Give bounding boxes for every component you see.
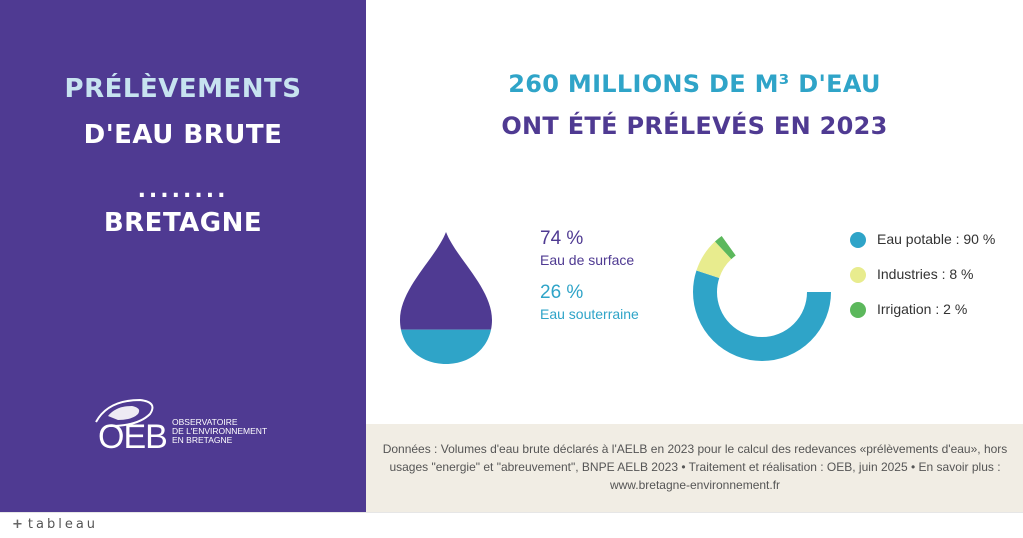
left-panel: PRÉLÈVEMENTS D'EAU BRUTE ........ BRETAG… <box>0 0 366 512</box>
legend-item-irrigation[interactable]: Irrigation : 2 % <box>850 300 1020 320</box>
usage-donut-chart[interactable] <box>690 220 834 364</box>
drop-segment-underground[interactable] <box>396 329 496 368</box>
legend-item-eau-potable[interactable]: Eau potable : 90 % <box>850 230 1020 250</box>
legend-label-industries: Industries : 8 % <box>877 266 974 282</box>
tableau-wordmark: tableau <box>27 517 99 532</box>
legend-label-eau-potable: Eau potable : 90 % <box>877 231 996 247</box>
legend-label-irrigation: Irrigation : 2 % <box>877 301 968 317</box>
legend-dot-industries <box>850 267 866 283</box>
title-line-2: D'EAU BRUTE <box>83 120 283 150</box>
tableau-toolbar: + tableau <box>0 512 1023 538</box>
drop-segment-surface[interactable] <box>396 228 496 330</box>
underground-label: Eau souterraine <box>540 306 639 322</box>
surface-percent: 74 % <box>540 228 584 249</box>
logo-subtitle: OBSERVATOIRE DE L'ENVIRONNEMENT EN BRETA… <box>172 417 268 445</box>
title-separator: ........ <box>137 178 229 203</box>
donut-slice-eau-potable[interactable] <box>693 223 831 361</box>
water-drop-chart[interactable] <box>396 228 496 368</box>
region-title: BRETAGNE <box>103 208 263 238</box>
source-text: Données : Volumes d'eau brute déclarés à… <box>382 442 1008 492</box>
water-drop-svg <box>396 228 496 368</box>
underground-percent: 26 % <box>540 282 584 303</box>
tableau-logo[interactable]: + tableau <box>12 517 98 532</box>
headline-volume: 260 MILLIONS DE M³ D'EAU <box>508 70 881 98</box>
logo-swoosh-icon <box>95 398 154 427</box>
legend-dot-eau-potable <box>850 232 866 248</box>
tableau-plus-icon: + <box>12 517 24 532</box>
title-line-1: PRÉLÈVEMENTS <box>64 74 302 104</box>
oeb-logo[interactable]: OEB OBSERVATOIRE DE L'ENVIRONNEMENT EN B… <box>88 392 288 464</box>
logo-acronym: OEB <box>98 418 168 456</box>
legend-dot-irrigation <box>850 302 866 318</box>
donut-svg <box>693 223 831 361</box>
legend-item-industries[interactable]: Industries : 8 % <box>850 265 1020 285</box>
surface-label: Eau de surface <box>540 252 635 268</box>
headline-year: ONT ÉTÉ PRÉLEVÉS EN 2023 <box>501 112 888 140</box>
source-box: Données : Volumes d'eau brute déclarés à… <box>366 424 1023 512</box>
